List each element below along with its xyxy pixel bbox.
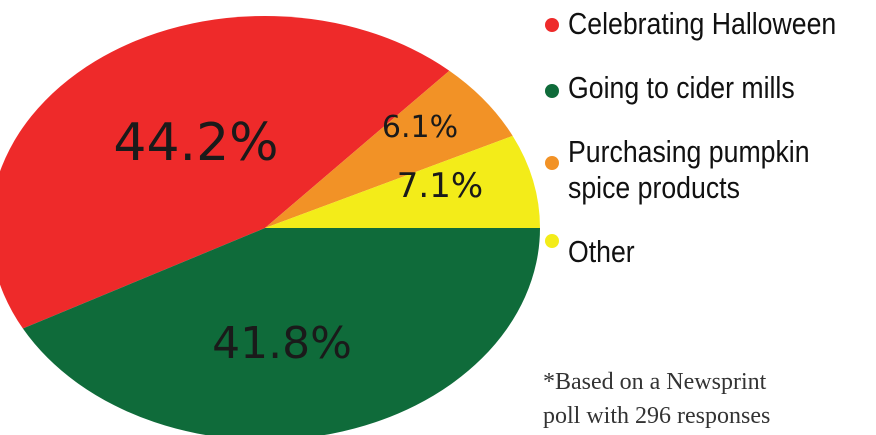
legend-item-cider-mills: Going to cider mills (545, 70, 870, 134)
pie-slice-celebrating-halloween (0, 16, 450, 329)
legend-swatch-red (545, 18, 559, 32)
legend-label-line-1: Purchasing pumpkin (568, 134, 810, 169)
legend-label: Purchasing pumpkin spice products (568, 134, 810, 206)
legend-swatch-green (545, 84, 559, 98)
chart-legend: Celebrating Halloween Going to cider mil… (545, 6, 870, 270)
legend-label: Other (568, 234, 635, 269)
slice-value-label: 7.1% (397, 166, 483, 206)
pie-slice-purchasing-pumpkin-spice-products (265, 70, 513, 228)
pie-slice-going-to-cider-mills (22, 228, 540, 435)
slice-value-label: 41.8% (212, 318, 352, 369)
legend-item-other: Other (545, 234, 870, 270)
legend-label: Celebrating Halloween (568, 6, 837, 41)
footnote-line-2: poll with 296 responses (543, 403, 771, 429)
legend-item-pumpkin-spice: Purchasing pumpkin spice products (545, 134, 870, 234)
legend-label: Going to cider mills (568, 70, 795, 105)
legend-item-celebrating-halloween: Celebrating Halloween (545, 6, 870, 70)
slice-value-label: 6.1% (382, 110, 458, 145)
footnote: *Based on a Newsprint poll with 296 resp… (543, 365, 770, 433)
footnote-line-1: *Based on a Newsprint (543, 369, 767, 395)
legend-swatch-orange (545, 156, 559, 170)
slice-value-label: 44.2% (113, 113, 278, 173)
pie-slice-other (265, 135, 540, 228)
legend-label-line-2: spice products (568, 170, 740, 205)
legend-swatch-yellow (545, 234, 559, 248)
